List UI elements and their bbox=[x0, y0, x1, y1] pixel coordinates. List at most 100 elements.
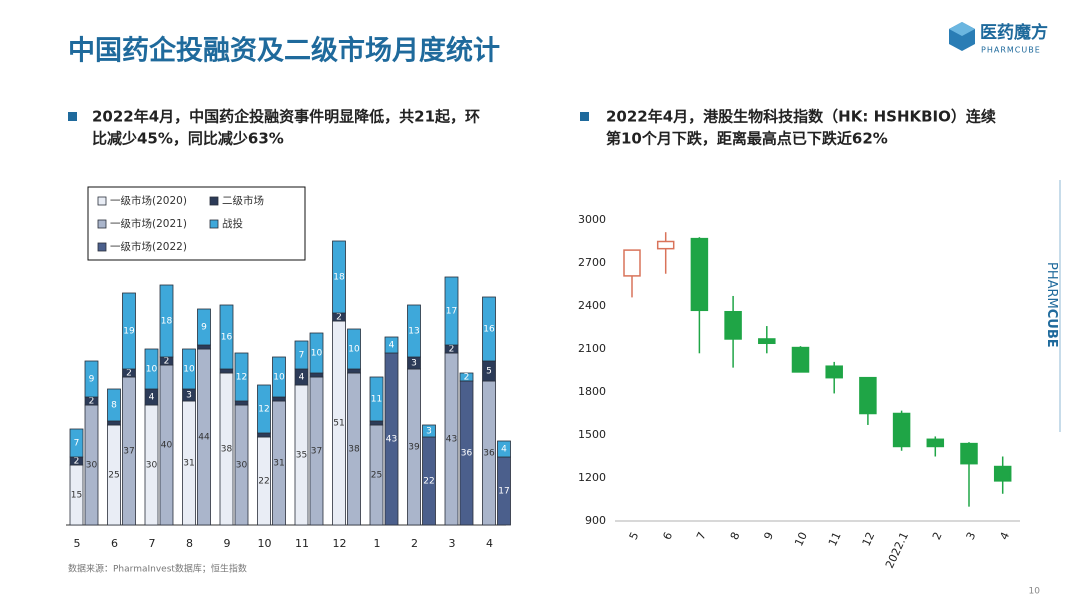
data-label: 18 bbox=[161, 317, 173, 327]
bar-segment bbox=[107, 388, 121, 422]
candle-body bbox=[993, 465, 1012, 482]
data-label: 43 bbox=[386, 435, 397, 445]
data-label: 30 bbox=[236, 461, 248, 471]
x-tick-label: 7 bbox=[149, 537, 156, 550]
legend-swatch bbox=[209, 219, 219, 229]
data-label: 10 bbox=[311, 349, 323, 359]
x-tick-label: 11 bbox=[826, 530, 844, 548]
x-tick-label: 8 bbox=[728, 530, 743, 542]
data-label: 18 bbox=[333, 273, 345, 283]
bar-segment bbox=[332, 240, 346, 314]
x-tick-label: 9 bbox=[224, 537, 231, 550]
bar-segment bbox=[107, 420, 121, 426]
data-label: 19 bbox=[123, 327, 135, 337]
bar-segment bbox=[272, 396, 286, 402]
data-label: 2 bbox=[74, 457, 80, 467]
bar-segment bbox=[309, 332, 324, 374]
bar-segment bbox=[294, 340, 309, 370]
x-tick-label: 8 bbox=[186, 537, 193, 550]
data-label: 10 bbox=[183, 365, 195, 375]
data-label: 36 bbox=[461, 449, 473, 459]
data-label: 10 bbox=[273, 373, 285, 383]
data-label: 11 bbox=[371, 395, 382, 405]
y-tick-label: 1800 bbox=[578, 385, 606, 398]
data-label: 2 bbox=[464, 373, 470, 383]
x-tick-label: 6 bbox=[111, 537, 118, 550]
bar-segment bbox=[122, 292, 136, 370]
bar-segment bbox=[234, 352, 249, 402]
logo-icon-top bbox=[949, 22, 975, 36]
bar-segment bbox=[197, 308, 211, 346]
bullet-line: 2022年4月，港股生物科技指数（HK: HSHKBIO）连续 bbox=[606, 108, 996, 126]
data-label: 7 bbox=[299, 351, 305, 361]
data-label: 2 bbox=[126, 369, 132, 379]
data-label: 31 bbox=[183, 459, 194, 469]
bullet-line: 第10个月下跌，距离最高点已下跌近62% bbox=[606, 130, 888, 148]
y-tick-label: 2400 bbox=[578, 299, 606, 312]
bar-segment bbox=[347, 328, 361, 370]
bullet-marker bbox=[580, 112, 589, 121]
data-label: 2 bbox=[164, 357, 170, 367]
y-tick-label: 2700 bbox=[578, 256, 606, 269]
logo: 医药魔方 PHARMCUBE bbox=[949, 22, 1048, 55]
bar-segment bbox=[257, 384, 271, 434]
data-label: 22 bbox=[423, 477, 434, 487]
side-brand-bold: CUBE bbox=[1045, 309, 1060, 348]
data-label: 15 bbox=[71, 491, 82, 501]
legend-label: 一级市场(2021) bbox=[110, 217, 187, 230]
data-label: 16 bbox=[483, 325, 495, 335]
data-label: 3 bbox=[426, 427, 432, 437]
legend-swatch bbox=[97, 219, 107, 229]
bar-segment bbox=[84, 360, 99, 398]
data-label: 7 bbox=[74, 439, 80, 449]
data-label: 38 bbox=[348, 445, 360, 455]
candle-body bbox=[791, 346, 810, 373]
x-tick-label: 12 bbox=[860, 530, 878, 548]
data-label: 2 bbox=[336, 313, 342, 323]
data-label: 43 bbox=[446, 435, 457, 445]
data-label: 39 bbox=[408, 443, 420, 453]
candle-body bbox=[623, 249, 641, 277]
data-label: 5 bbox=[486, 367, 492, 377]
candle-body bbox=[724, 310, 742, 340]
bullet-marker bbox=[68, 112, 77, 121]
y-tick-label: 1200 bbox=[578, 471, 606, 484]
y-tick-label: 1500 bbox=[578, 428, 606, 441]
data-label: 37 bbox=[123, 447, 134, 457]
data-label: 8 bbox=[111, 401, 117, 411]
x-tick-label: 3 bbox=[964, 530, 979, 542]
data-label: 3 bbox=[186, 391, 192, 401]
data-label: 35 bbox=[296, 451, 307, 461]
bar-segment bbox=[422, 424, 436, 438]
logo-tagline: PHARMCUBE bbox=[981, 46, 1041, 55]
data-label: 40 bbox=[161, 441, 173, 451]
data-label: 4 bbox=[149, 393, 155, 403]
bar-segment bbox=[384, 336, 399, 354]
candle-body bbox=[690, 237, 709, 312]
data-label: 9 bbox=[89, 375, 95, 385]
candle-body bbox=[656, 240, 675, 250]
bar-segment bbox=[197, 344, 211, 350]
bar-segment bbox=[369, 420, 384, 426]
candle-body bbox=[825, 365, 843, 379]
legend-box bbox=[87, 186, 306, 261]
data-label: 16 bbox=[221, 333, 233, 343]
x-tick-label: 9 bbox=[761, 530, 776, 542]
source-note: 数据来源：PharmaInvest数据库；恒生指数 bbox=[68, 563, 247, 575]
bar-segment bbox=[69, 428, 84, 458]
bar-segment bbox=[497, 440, 511, 458]
data-label: 12 bbox=[236, 373, 247, 383]
x-tick-label: 4 bbox=[997, 530, 1012, 542]
bar-segment bbox=[219, 304, 234, 370]
candle-body bbox=[758, 338, 776, 345]
data-label: 38 bbox=[221, 445, 233, 455]
data-label: 13 bbox=[408, 327, 419, 337]
data-label: 2 bbox=[449, 345, 455, 355]
x-tick-label: 5 bbox=[74, 537, 81, 550]
candle-body bbox=[859, 376, 877, 415]
x-tick-label: 4 bbox=[486, 537, 493, 550]
bullet-line: 2022年4月，中国药企投融资事件明显降低，共21起，环 bbox=[92, 108, 480, 126]
bar-segment bbox=[407, 304, 421, 358]
legend-label: 二级市场 bbox=[222, 194, 264, 207]
side-brand: PHARMCUBE bbox=[1045, 262, 1060, 348]
